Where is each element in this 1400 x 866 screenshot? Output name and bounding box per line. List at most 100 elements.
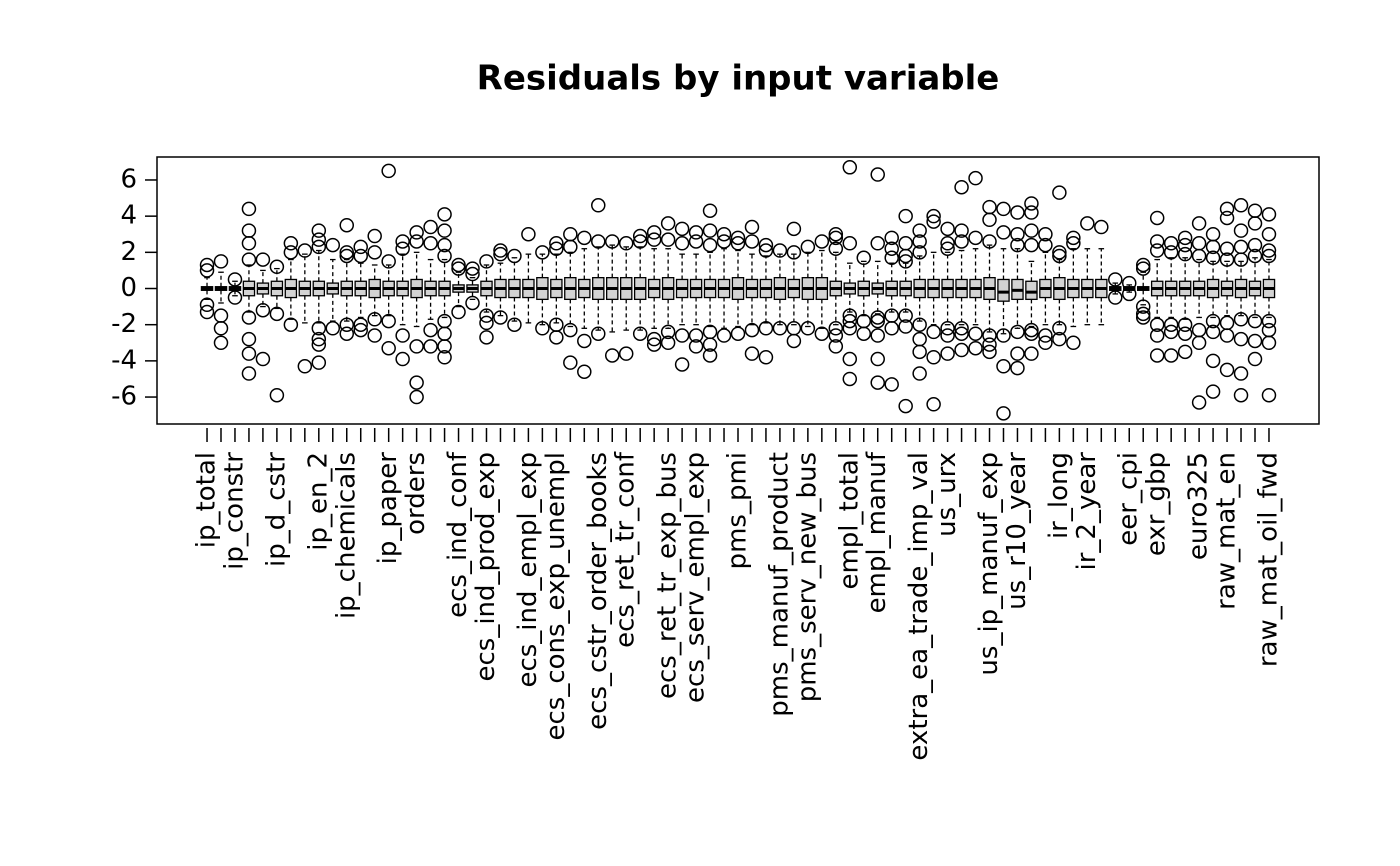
outlier: [814, 234, 830, 249]
outlier: [283, 245, 299, 260]
outlier: [912, 344, 927, 360]
outlier: [479, 308, 494, 323]
outlier: [996, 328, 1011, 343]
outlier: [199, 297, 215, 313]
outlier: [702, 223, 718, 238]
outlier: [1233, 331, 1249, 347]
outlier: [996, 359, 1011, 374]
outlier: [325, 237, 341, 253]
outlier: [926, 324, 941, 340]
outlier: [199, 304, 215, 320]
outlier: [884, 241, 899, 256]
outlier: [297, 359, 313, 374]
outlier: [255, 302, 271, 318]
outlier: [493, 243, 508, 258]
outlier: [968, 170, 983, 186]
outlier: [632, 228, 648, 244]
outlier: [800, 321, 816, 336]
outlier: [674, 236, 690, 251]
outlier: [311, 321, 327, 336]
outlier: [688, 225, 704, 240]
outlier: [213, 335, 229, 351]
outlier: [702, 237, 718, 253]
outlier: [912, 366, 927, 381]
outlier: [1024, 326, 1039, 341]
outlier: [437, 237, 452, 253]
box: [997, 278, 1010, 302]
outlier: [199, 257, 215, 273]
outlier: [926, 350, 941, 365]
y-tick-label: -4: [111, 345, 137, 375]
outlier: [1024, 196, 1039, 211]
x-tick-label: ecs_serv_empl_exp: [681, 452, 711, 703]
outlier: [465, 295, 480, 311]
outlier: [884, 250, 899, 266]
outlier: [982, 337, 997, 352]
outlier: [1038, 226, 1053, 242]
outlier: [926, 214, 941, 229]
outlier: [213, 254, 229, 269]
outlier: [856, 250, 872, 266]
outlier: [898, 398, 913, 414]
outlier: [1149, 210, 1165, 226]
x-tick-label: ir_2_year: [1072, 452, 1102, 571]
outlier: [269, 387, 285, 403]
outlier: [744, 219, 760, 235]
outlier: [339, 248, 355, 264]
outlier: [507, 248, 522, 264]
outlier: [758, 243, 774, 258]
outlier: [1024, 223, 1039, 238]
outlier: [758, 350, 774, 365]
x-tick-label: raw_mat_oil_fwd: [1253, 452, 1283, 667]
outlier: [451, 257, 466, 273]
outlier: [688, 234, 704, 249]
outlier: [283, 317, 299, 332]
outlier: [1219, 241, 1235, 256]
outlier: [786, 245, 802, 260]
outlier: [758, 237, 774, 253]
outlier: [674, 357, 690, 372]
outlier: [367, 328, 382, 343]
outlier: [646, 225, 662, 240]
outlier: [940, 221, 955, 237]
outlier: [269, 306, 285, 322]
outlier: [982, 212, 997, 228]
outlier: [339, 217, 355, 233]
outlier: [465, 266, 480, 282]
outlier: [730, 326, 746, 341]
x-tick-label: ecs_cstr_order_books: [583, 452, 613, 730]
outlier: [1038, 335, 1053, 351]
outlier: [493, 246, 508, 262]
outlier: [744, 234, 760, 249]
outlier: [1163, 245, 1179, 260]
outlier: [353, 322, 368, 338]
outlier: [828, 230, 844, 246]
outlier: [1191, 395, 1207, 410]
outlier: [1191, 335, 1207, 351]
outlier: [1261, 335, 1277, 351]
outlier: [1177, 246, 1193, 262]
outlier: [395, 241, 410, 256]
outlier: [1205, 250, 1221, 266]
outlier: [563, 322, 578, 338]
outlier: [381, 313, 396, 329]
outlier: [311, 239, 327, 255]
outlier: [1024, 205, 1039, 220]
outlier: [353, 239, 368, 255]
outlier: [674, 328, 690, 343]
outlier: [1163, 236, 1179, 251]
outlier: [591, 234, 606, 249]
outlier: [772, 321, 788, 336]
outlier: [521, 226, 536, 242]
outlier: [563, 355, 578, 370]
outlier: [241, 346, 257, 361]
outlier: [716, 234, 732, 249]
outlier: [423, 322, 438, 338]
outlier: [577, 364, 592, 379]
outlier: [1010, 226, 1025, 242]
outlier: [241, 252, 257, 267]
outlier: [227, 290, 243, 305]
outlier: [828, 339, 844, 354]
